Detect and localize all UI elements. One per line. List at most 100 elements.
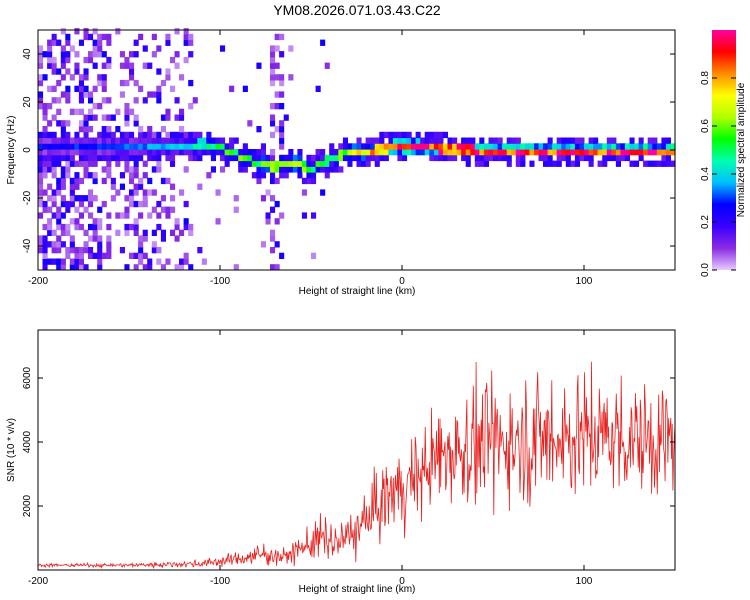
spectrogram-cell: [388, 137, 394, 144]
spectrogram-cell: [78, 74, 84, 81]
spectrogram-cell: [97, 137, 103, 144]
spectrogram-cell: [201, 149, 207, 156]
spectrogram-cell: [288, 166, 294, 173]
spectrogram-cell: [129, 68, 135, 75]
spectrogram-cell: [106, 149, 112, 156]
spectrogram-cell: [42, 172, 48, 179]
spectrogram-cell: [115, 154, 121, 162]
spectrogram-cell: [584, 143, 590, 150]
spectrogram-cell: [351, 143, 357, 150]
spectrogram-cell: [74, 85, 80, 92]
spectrogram-cell: [56, 143, 62, 150]
spectrogram-cell: [661, 154, 667, 162]
spectrogram-cell: [270, 120, 276, 127]
spectrogram-cell: [415, 131, 421, 139]
spectrogram-cell: [42, 103, 48, 110]
spectrogram-cell: [65, 160, 71, 167]
spectrogram-cell: [74, 177, 80, 185]
spectrogram-cell: [611, 143, 617, 150]
spectrogram-cell: [661, 149, 667, 156]
spectrogram-cell: [574, 160, 580, 167]
spectrogram-cell: [270, 62, 276, 69]
spectrogram-cell: [151, 166, 157, 173]
spectrogram-cell: [56, 247, 62, 254]
spectrogram-cell: [570, 149, 576, 156]
spectrogram-cell: [274, 126, 280, 133]
spectrogram-cell: [110, 177, 116, 185]
spectrogram-cell: [433, 143, 439, 150]
spectrogram-cell: [306, 166, 312, 173]
spectrogram-cell: [306, 154, 312, 162]
spectrogram-cell: [78, 258, 84, 265]
spectrogram-cell: [397, 149, 403, 156]
spectrogram-cell: [301, 212, 307, 219]
spectrogram-cell: [129, 143, 135, 150]
colorbar-ticks: 0.0 0.2 0.4 0.6 0.8: [700, 71, 736, 277]
spectrogram-cell: [138, 212, 144, 219]
snr-xlabel: Height of straight line (km): [299, 584, 416, 595]
spectrogram-cell: [42, 189, 48, 196]
spectrogram-cell: [69, 241, 75, 248]
spectrogram-cell: [447, 149, 453, 156]
spectrogram-cell: [147, 264, 153, 271]
spectrogram-cell: [547, 137, 553, 144]
spectrogram-cell: [65, 97, 71, 104]
spectrogram-cell: [329, 149, 335, 156]
spectrogram-cell: [661, 143, 667, 150]
spectrogram-cell: [643, 149, 649, 156]
spectrogram-cell: [629, 160, 635, 167]
spectrogram-cell: [197, 137, 203, 144]
spectrogram-cell: [74, 195, 80, 202]
spectrogram-cell: [574, 143, 580, 150]
figure-title: YM08.2026.071.03.43.C22: [273, 2, 441, 18]
spectrogram-cell: [69, 137, 75, 144]
spectrogram-cell: [179, 264, 185, 271]
spectrogram-cell: [356, 137, 362, 144]
spectrogram-cell: [106, 62, 112, 69]
spectrogram-cell: [665, 160, 671, 167]
spectrogram-cell: [47, 39, 53, 46]
spectrogram-cell: [60, 195, 66, 202]
spectrogram-cell: [424, 143, 430, 150]
spectrogram-cell: [97, 154, 103, 162]
colorbar: 0.0 0.2 0.4 0.6 0.8 Normalized spectral ampl…: [700, 30, 747, 277]
spectrogram-cell: [274, 160, 280, 167]
spectrogram-cell: [279, 212, 285, 219]
spectrogram-cell: [233, 264, 239, 271]
spectrogram-cell: [83, 143, 89, 150]
spectrogram-cell: [465, 143, 471, 150]
spectrogram-cell: [543, 154, 549, 162]
snr-ylabel: SNR (10 * v/v): [6, 418, 17, 482]
spectrogram-cell: [78, 137, 84, 144]
spectrogram-cell: [60, 229, 66, 236]
spectrogram-cell: [315, 149, 321, 156]
spectrogram-cell: [60, 120, 66, 127]
spectrogram-cell: [92, 137, 98, 144]
spectrogram-cell: [147, 91, 153, 98]
spectrogram-cell: [424, 131, 430, 139]
spectrogram-cell: [156, 143, 162, 150]
spectrogram-cell: [47, 241, 53, 248]
spectrogram-cell: [215, 189, 221, 196]
spectrogram-cell: [620, 143, 626, 150]
spectrogram-cell: [356, 160, 362, 167]
spectrogram-cell: [279, 172, 285, 179]
spectrogram-cell: [106, 172, 112, 179]
spectrogram-cell: [320, 149, 326, 156]
spectrogram-cell: [88, 143, 94, 150]
spectrogram-cell: [165, 108, 171, 115]
spectrogram-cell: [574, 149, 580, 156]
spectrogram-cell: [192, 154, 198, 162]
spectrogram-cell: [133, 183, 139, 190]
spectrogram-cell: [115, 108, 121, 115]
spectrogram-cell: [92, 149, 98, 156]
spectrogram-cell: [42, 252, 48, 259]
spectrogram-cell: [65, 131, 71, 139]
spectrogram-cell: [292, 166, 298, 173]
spectrogram-cell: [493, 149, 499, 156]
spectrogram-cell: [433, 131, 439, 139]
spectrogram-cell: [388, 143, 394, 150]
spectrogram-cell: [315, 154, 321, 162]
spectrogram-cell: [38, 131, 44, 139]
spectrogram-cell: [383, 131, 389, 139]
